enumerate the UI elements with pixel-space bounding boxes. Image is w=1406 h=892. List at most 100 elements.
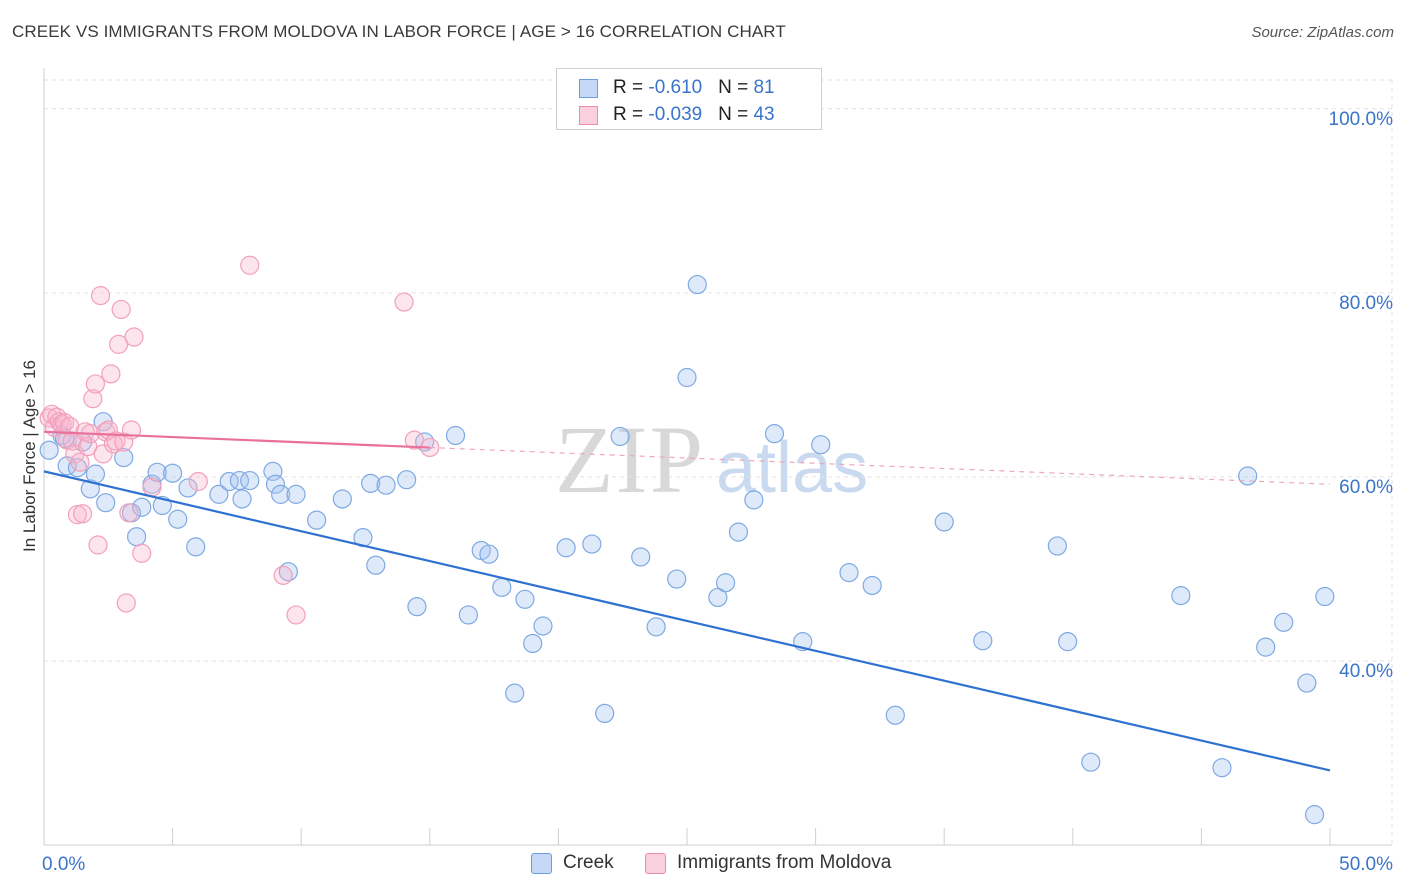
data-point (687, 274, 707, 295)
data-point (595, 703, 615, 724)
data-point (219, 471, 239, 492)
data-point (1297, 673, 1317, 693)
y-tick-label: 100.0% (1329, 109, 1394, 130)
data-point (85, 374, 106, 394)
data-point (631, 547, 651, 567)
series-creek-points (39, 274, 1335, 825)
data-point (108, 334, 129, 354)
data-point (523, 633, 543, 654)
data-point (72, 504, 93, 524)
legend-swatch-moldova (645, 853, 666, 874)
data-point (715, 573, 736, 593)
data-point (142, 477, 162, 497)
data-point (85, 464, 106, 484)
series-legend: Creek Immigrants from Moldova (0, 850, 1406, 878)
data-point (811, 435, 831, 455)
data-point (88, 535, 108, 555)
data-point (533, 616, 553, 636)
data-point (404, 430, 424, 450)
trend-line-moldova (43, 430, 430, 449)
data-point (934, 512, 954, 532)
data-point (492, 577, 512, 597)
chart-title: CREEK VS IMMIGRANTS FROM MOLDOVA IN LABO… (12, 22, 786, 41)
data-point (1171, 586, 1191, 606)
data-point (106, 431, 126, 451)
y-axis-label: In Labor Force | Age > 16 (20, 360, 39, 552)
data-point (361, 473, 381, 493)
data-point (862, 575, 882, 596)
data-point (397, 470, 417, 490)
data-point (885, 705, 905, 725)
data-point (229, 470, 250, 491)
data-point (728, 522, 749, 542)
data-point (973, 631, 993, 651)
legend-swatch-moldova (579, 106, 598, 125)
data-point (1047, 536, 1067, 556)
data-point (582, 534, 602, 554)
data-point (83, 389, 103, 409)
data-point (132, 543, 152, 563)
data-point (39, 440, 59, 460)
data-point (556, 538, 576, 558)
data-point (147, 462, 167, 482)
data-point (186, 537, 206, 557)
y-tick-label: 40.0% (1339, 661, 1393, 682)
data-point (1315, 586, 1335, 607)
data-point (332, 489, 352, 509)
data-point (273, 565, 293, 585)
data-point (286, 605, 306, 625)
data-point (394, 292, 414, 312)
legend-r-value: -0.039 (648, 104, 703, 125)
data-point (163, 463, 183, 483)
data-point (307, 510, 327, 530)
data-point (764, 424, 785, 444)
data-point (646, 617, 666, 637)
legend-swatch-creek (531, 853, 552, 874)
data-point (1274, 612, 1294, 632)
watermark: ZIP atlas (555, 406, 868, 513)
data-point (96, 493, 116, 513)
data-point (114, 432, 134, 452)
data-point (271, 484, 291, 504)
legend-n-value: 43 (753, 104, 775, 125)
data-point (505, 683, 525, 703)
y-tick-label: 60.0% (1339, 477, 1393, 498)
data-point (93, 444, 113, 464)
data-points (39, 255, 1335, 825)
x-tick-label: 0.0% (42, 854, 85, 875)
trend-line-moldova-extension (429, 446, 1331, 485)
data-point (80, 479, 100, 499)
data-point (119, 503, 139, 523)
data-point (1081, 752, 1101, 772)
data-point (1304, 805, 1325, 825)
data-point (458, 605, 478, 625)
data-point (265, 474, 286, 494)
data-point (278, 562, 298, 582)
legend-n-label: N = (718, 104, 754, 125)
data-point (209, 484, 229, 504)
source-label: Source: ZipAtlas.com (1251, 24, 1394, 41)
data-point (178, 478, 198, 498)
x-tick-label: 50.0% (1339, 854, 1393, 875)
axes (43, 68, 1392, 846)
data-point (240, 470, 260, 491)
data-point (376, 475, 396, 495)
watermark-zip: ZIP (555, 406, 705, 513)
data-point (124, 327, 144, 347)
data-point (126, 527, 147, 547)
data-point (708, 587, 728, 608)
legend-r-value: -0.610 (648, 77, 703, 98)
data-point (114, 447, 134, 468)
trend-line-creek (43, 470, 1331, 772)
data-point (445, 425, 466, 446)
legend-n-label: N = (718, 77, 754, 98)
data-point (286, 484, 306, 504)
data-point (240, 255, 260, 275)
data-point (744, 490, 764, 510)
y-tick-label: 80.0% (1339, 293, 1393, 314)
data-point (111, 299, 131, 320)
data-point (70, 452, 90, 472)
data-point (515, 589, 535, 609)
legend-swatch-creek (579, 79, 598, 98)
